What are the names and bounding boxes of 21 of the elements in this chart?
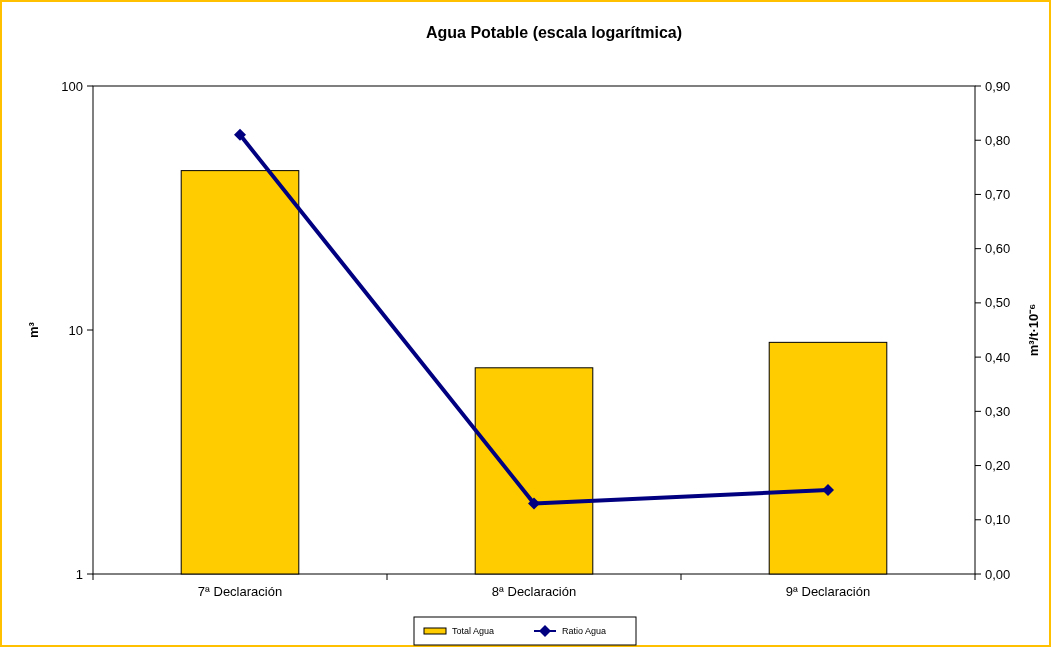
chart-title: Agua Potable (escala logarítmica): [425, 24, 683, 41]
y-axis-title: m³: [26, 321, 41, 338]
legend-label: Ratio Agua: [562, 626, 607, 637]
y2-tick-label: 0,20: [985, 458, 1011, 474]
y-tick-label: 10: [68, 322, 83, 338]
y-tick-label: 1: [75, 566, 83, 582]
y2-tick-label: 0,90: [985, 78, 1011, 94]
y2-tick-label: 0,30: [985, 403, 1011, 419]
x-tick-label: 7ª Declaración: [197, 584, 283, 599]
x-tick-label: 9ª Declaración: [785, 584, 871, 599]
y2-tick-label: 0,50: [985, 295, 1011, 311]
y2-tick-label: 0,00: [985, 566, 1011, 582]
y2-axis-title: m³/t·10⁻⁶: [1026, 303, 1041, 357]
x-tick-label: 8ª Declaración: [491, 584, 577, 599]
legend-label: Total Agua: [452, 626, 495, 637]
y2-tick-label: 0,40: [985, 349, 1011, 365]
y2-tick-label: 0,70: [985, 186, 1011, 202]
y2-tick-label: 0,10: [985, 512, 1011, 528]
y2-tick-label: 0,80: [985, 132, 1011, 148]
y2-tick-label: 0,60: [985, 241, 1011, 257]
y-tick-label: 100: [61, 78, 83, 94]
